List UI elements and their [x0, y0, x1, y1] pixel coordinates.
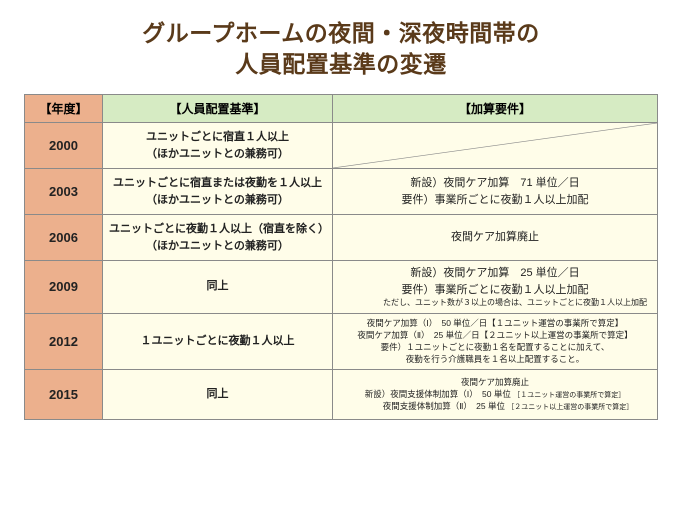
- standard-cell: 同上: [103, 261, 333, 314]
- standard-cell: 同上: [103, 370, 333, 420]
- year-cell: 2009: [25, 261, 103, 314]
- table-row: 2015同上夜間ケア加算廃止新設）夜間支援体制加算（Ⅰ） 50 単位 ［１ユニッ…: [25, 370, 658, 420]
- header-addition: 【加算要件】: [333, 95, 658, 123]
- table-row: 2006ユニットごとに夜勤１人以上（宿直を除く）（ほかユニットとの兼務可）夜間ケ…: [25, 215, 658, 261]
- table-row: 2012１ユニットごとに夜勤１人以上夜間ケア加算（Ⅰ） 50 単位／日【１ユニッ…: [25, 313, 658, 370]
- standard-cell: ユニットごとに宿直または夜勤を１人以上（ほかユニットとの兼務可）: [103, 169, 333, 215]
- year-cell: 2012: [25, 313, 103, 370]
- addition-cell: 夜間ケア加算廃止: [333, 215, 658, 261]
- addition-cell: 新設）夜間ケア加算 25 単位／日要件）事業所ごとに夜勤１人以上加配ただし、ユニ…: [333, 261, 658, 314]
- table-row: 2000ユニットごとに宿直１人以上（ほかユニットとの兼務可）: [25, 123, 658, 169]
- header-standard: 【人員配置基準】: [103, 95, 333, 123]
- title-line2: 人員配置基準の変遷: [235, 51, 447, 77]
- standards-table: 【年度】 【人員配置基準】 【加算要件】 2000ユニットごとに宿直１人以上（ほ…: [24, 94, 658, 420]
- table-header-row: 【年度】 【人員配置基準】 【加算要件】: [25, 95, 658, 123]
- header-year: 【年度】: [25, 95, 103, 123]
- year-cell: 2015: [25, 370, 103, 420]
- addition-cell: 夜間ケア加算（Ⅰ） 50 単位／日【１ユニット運営の事業所で算定】夜間ケア加算（…: [333, 313, 658, 370]
- standard-cell: ユニットごとに夜勤１人以上（宿直を除く）（ほかユニットとの兼務可）: [103, 215, 333, 261]
- table-row: 2009同上新設）夜間ケア加算 25 単位／日要件）事業所ごとに夜勤１人以上加配…: [25, 261, 658, 314]
- year-cell: 2006: [25, 215, 103, 261]
- addition-cell: 新設）夜間ケア加算 71 単位／日要件）事業所ごとに夜勤１人以上加配: [333, 169, 658, 215]
- addition-cell: [333, 123, 658, 169]
- year-cell: 2000: [25, 123, 103, 169]
- standard-cell: １ユニットごとに夜勤１人以上: [103, 313, 333, 370]
- standard-cell: ユニットごとに宿直１人以上（ほかユニットとの兼務可）: [103, 123, 333, 169]
- addition-cell: 夜間ケア加算廃止新設）夜間支援体制加算（Ⅰ） 50 単位 ［１ユニット運営の事業…: [333, 370, 658, 420]
- title-line1: グループホームの夜間・深夜時間帯の: [142, 20, 539, 46]
- year-cell: 2003: [25, 169, 103, 215]
- page-title: グループホームの夜間・深夜時間帯の 人員配置基準の変遷: [24, 18, 658, 80]
- table-row: 2003ユニットごとに宿直または夜勤を１人以上（ほかユニットとの兼務可）新設）夜…: [25, 169, 658, 215]
